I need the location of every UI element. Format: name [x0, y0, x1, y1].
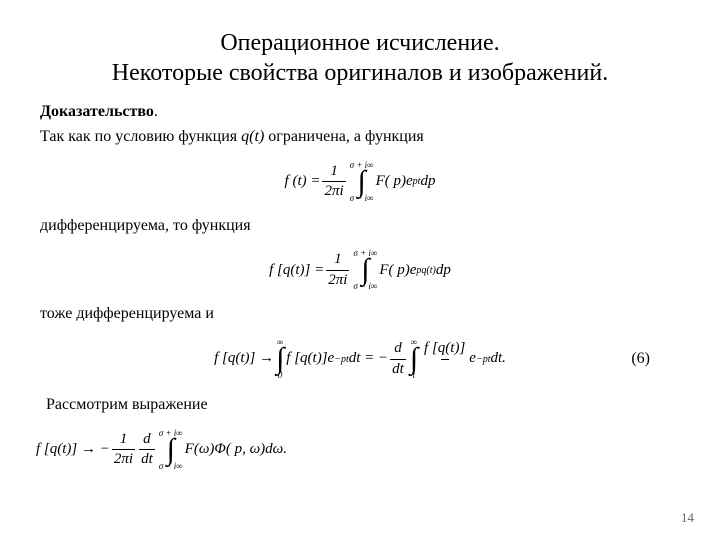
slide: Операционное исчисление. Некоторые свойс… — [0, 0, 720, 540]
formula-1: f (t) = 1 2πi σ + i∞ ∫ σ − i∞ F( p)eptdp — [40, 158, 680, 206]
title-line-1: Операционное исчисление. — [220, 30, 499, 56]
slide-title: Операционное исчисление. Некоторые свойс… — [40, 28, 680, 88]
formula-4: f [q(t)] → − 1 2πi d dt σ + i∞ ∫ σ − i∞ … — [36, 426, 680, 474]
line-2: дифференцируема, то функция — [40, 216, 680, 237]
line-1: Так как по условию функция q(t) ограниче… — [40, 127, 680, 148]
slide-body: Доказательство. Так как по условию функц… — [40, 102, 680, 474]
proof-label: Доказательство — [40, 103, 154, 120]
title-line-2: Некоторые свойства оригиналов и изображе… — [112, 60, 608, 86]
formula-3: f [q(t)] → ∞ ∫ 0 f [q(t)]e−ptdt = − d dt… — [40, 335, 680, 383]
line-3: тоже дифференцируема и — [40, 304, 680, 325]
proof-heading: Доказательство. — [40, 102, 680, 123]
equation-number: (6) — [631, 349, 650, 370]
page-number: 14 — [681, 510, 694, 526]
formula-2: f [q(t)] = 1 2πi σ + i∞ ∫ σ − i∞ F( p)ep… — [40, 246, 680, 294]
line-4: Рассмотрим выражение — [46, 395, 680, 416]
